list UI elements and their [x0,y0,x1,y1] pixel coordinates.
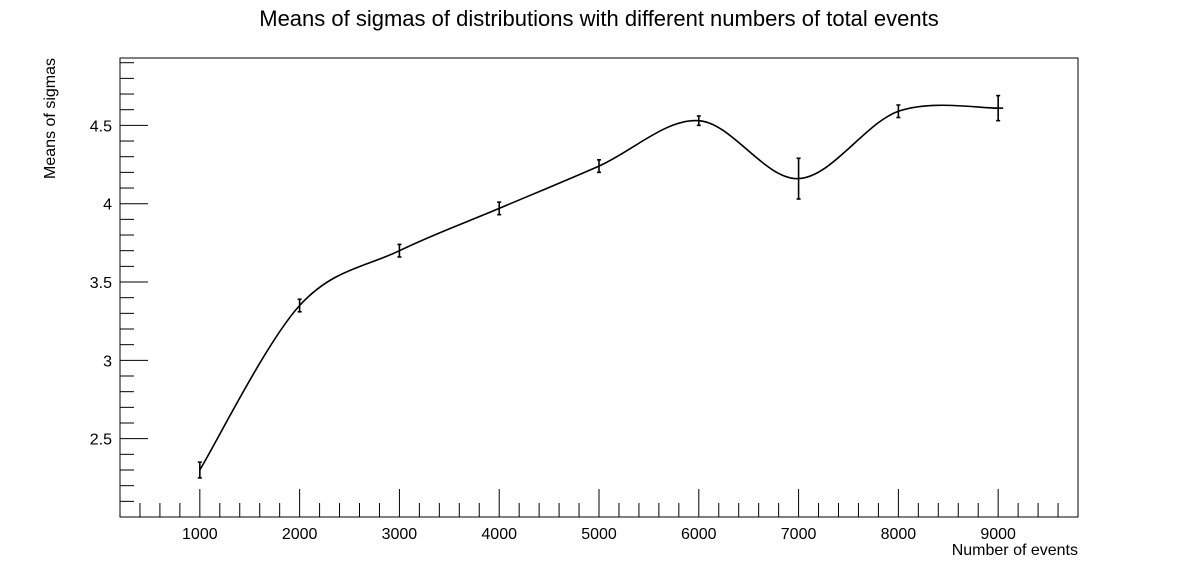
data-point [696,115,701,127]
chart-title: Means of sigmas of distributions with di… [259,6,939,31]
y-tick-label: 4.5 [90,118,112,135]
x-tick-label: 2000 [282,526,318,543]
y-tick-label: 4 [103,197,112,214]
x-tick-label: 6000 [681,526,717,543]
y-tick-label: 3.5 [90,275,112,292]
data-point [397,243,402,258]
x-tick-label: 8000 [881,526,917,543]
y-tick-label: 2.5 [90,432,112,449]
x-tick-label: 3000 [382,526,418,543]
data-point [297,298,302,313]
x-axis-label: Number of events [952,542,1078,559]
y-axis-label: Means of sigmas [42,58,59,179]
data-point [497,201,502,216]
x-tick-label: 7000 [781,526,817,543]
x-tick-label: 9000 [980,526,1016,543]
data-point [896,104,901,119]
y-axis-ticks: 2.5 3 3.5 4 4.5 [90,118,148,449]
data-point [993,94,1004,122]
plot-frame [119,57,1079,518]
x-minor-ticks [139,503,1059,517]
x-axis-ticks: 1000 2000 3000 4000 5000 6000 7000 8000 9000 [182,489,1016,543]
data-point [597,159,601,174]
x-tick-label: 5000 [581,526,617,543]
y-tick-label: 3 [103,353,112,370]
data-point [796,157,801,200]
x-tick-label: 4000 [481,526,517,543]
x-tick-label: 1000 [182,526,218,543]
y-minor-ticks [120,62,134,502]
data-point [197,461,202,479]
series-group [197,94,1004,479]
